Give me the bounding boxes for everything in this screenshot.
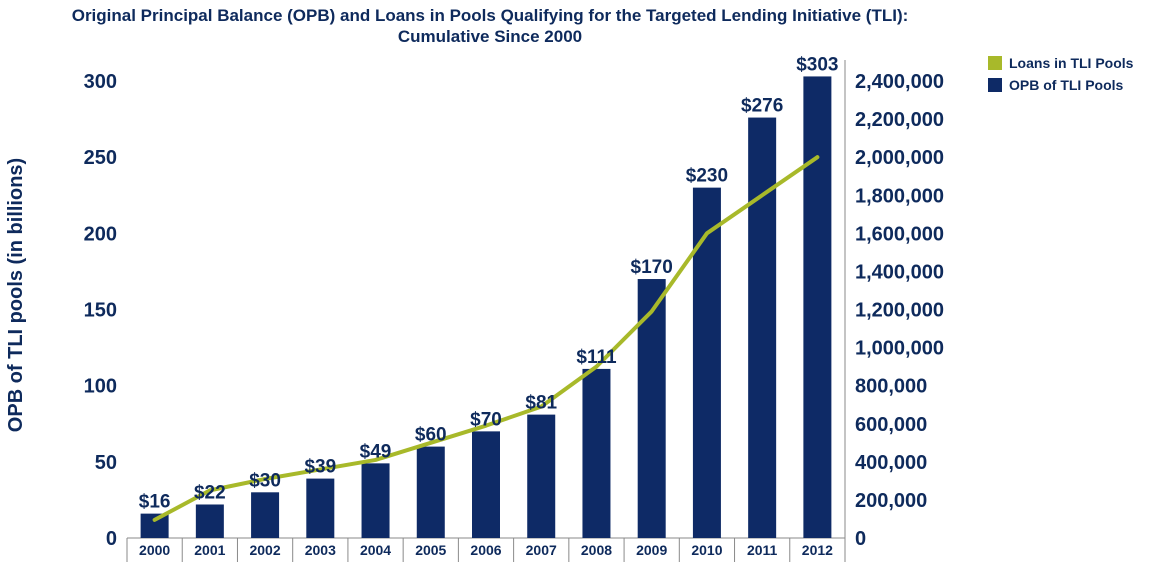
y-tick-left-label: 0: [106, 528, 117, 550]
bar-opb: [416, 446, 445, 538]
y-tick-right-label: 1,200,000: [855, 300, 944, 322]
legend-swatch-opb: [988, 78, 1002, 92]
chart-title: Original Principal Balance (OPB) and Loa…: [0, 5, 980, 47]
legend-label-opb: OPB of TLI Pools: [1009, 77, 1124, 93]
bar-opb: [582, 368, 611, 538]
bar-data-label: $16: [139, 492, 171, 513]
y-tick-right-label: 200,000: [855, 490, 927, 512]
y-tick-left-label: 100: [84, 376, 117, 398]
bar-data-label: $81: [525, 393, 557, 414]
bar-opb: [251, 492, 280, 538]
bar-opb: [140, 513, 169, 538]
bar-opb: [803, 76, 832, 539]
y-tick-right-label: 400,000: [855, 452, 927, 474]
chart-title-line-2: Cumulative Since 2000: [397, 27, 583, 46]
bar-opb: [692, 187, 721, 538]
x-tick-label: 2008: [581, 542, 612, 558]
x-tick-label: 2005: [415, 542, 446, 558]
legend-swatch-loans: [988, 56, 1002, 70]
bar-data-label: $230: [686, 166, 728, 187]
bar-data-label: $60: [415, 425, 447, 446]
x-tick-label: 2000: [139, 542, 170, 558]
bar-opb: [361, 463, 390, 538]
y-tick-right-label: 1,800,000: [855, 185, 944, 207]
bar-data-label: $70: [470, 409, 502, 430]
legend-label-loans: Loans in TLI Pools: [1009, 55, 1134, 71]
x-tick-label: 2011: [747, 542, 778, 558]
legend: Loans in TLI Pools OPB of TLI Pools: [988, 52, 1133, 96]
x-tick-label: 2002: [249, 542, 280, 558]
x-tick-label: 2010: [691, 542, 722, 558]
bar-opb: [195, 504, 224, 538]
x-tick-label: 2007: [526, 542, 557, 558]
y-tick-left-label: 50: [95, 452, 117, 474]
axes-layer: 0 50 100 150 200 250 300 0 200,000 400,000 600,000…: [84, 60, 944, 562]
legend-item-opb: OPB of TLI Pools: [988, 74, 1133, 96]
bar-opb: [527, 414, 556, 538]
y-tick-right-label: 2,200,000: [855, 109, 944, 131]
y-tick-left-label: 250: [84, 147, 117, 169]
bar-data-label: $276: [741, 96, 783, 117]
bar-data-label: $303: [796, 54, 838, 75]
legend-item-loans: Loans in TLI Pools: [988, 52, 1133, 74]
bars-layer: [140, 76, 832, 539]
x-tick-label: 2009: [636, 542, 667, 558]
y-tick-right-label: 1,400,000: [855, 261, 944, 283]
bar-opb: [472, 431, 500, 538]
bar-opb: [637, 279, 666, 538]
bar-opb: [748, 117, 777, 538]
bar-data-label: $49: [360, 441, 392, 462]
y-tick-right-label: 800,000: [855, 376, 927, 398]
y-tick-left-label: 200: [84, 223, 117, 245]
bar-data-label: $39: [304, 457, 336, 478]
y-tick-right-label: 1,600,000: [855, 223, 944, 245]
bar-data-label: $111: [576, 347, 617, 368]
bar-data-label: $22: [194, 482, 226, 503]
line-layer: [152, 155, 820, 522]
y-tick-right-label: 0: [855, 528, 866, 550]
x-tick-label: 2001: [194, 542, 225, 558]
bar-data-label: $170: [631, 257, 673, 278]
y-tick-right-label: 600,000: [855, 414, 927, 436]
y-axis-title-left: OPB of TLI pools (in billions): [5, 158, 27, 432]
x-tick-label: 2003: [305, 542, 336, 558]
y-tick-left-label: 300: [84, 71, 117, 93]
x-tick-label: 2012: [802, 542, 833, 558]
line-loans: [152, 155, 820, 522]
x-tick-label: 2004: [360, 542, 391, 558]
chart-title-line-1: Original Principal Balance (OPB) and Loa…: [71, 6, 909, 25]
x-tick-label: 2006: [470, 542, 501, 558]
y-tick-right-label: 2,400,000: [855, 71, 944, 93]
y-tick-right-label: 2,000,000: [855, 147, 944, 169]
bar-data-label: $30: [249, 470, 281, 491]
bar-opb: [306, 478, 335, 538]
labels-layer: $16 $22 $30 $39 $49 $60 $70 $81 $111 $170 $230 $276…: [139, 54, 839, 512]
y-tick-right-label: 1,000,000: [855, 338, 944, 360]
y-tick-left-label: 150: [84, 300, 117, 322]
